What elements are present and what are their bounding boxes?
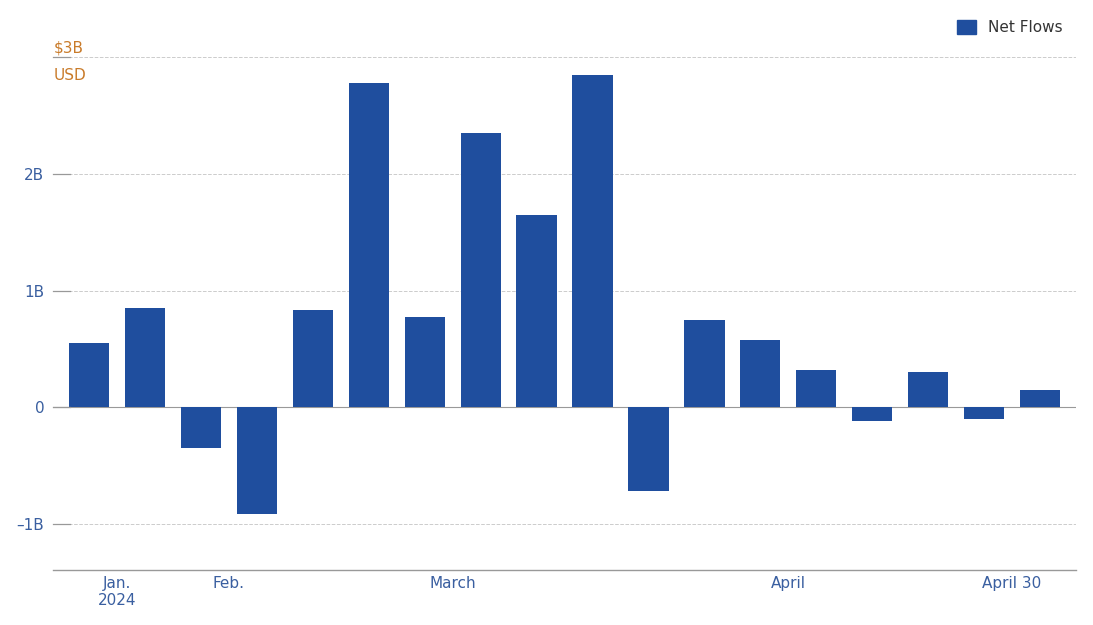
Bar <box>573 75 613 407</box>
Bar <box>125 308 165 407</box>
Bar <box>180 407 221 448</box>
Text: USD: USD <box>54 68 86 83</box>
Bar <box>796 370 836 407</box>
Bar <box>69 343 109 407</box>
Bar <box>684 320 725 407</box>
Bar <box>908 372 949 407</box>
Bar <box>1020 389 1060 407</box>
Bar <box>349 83 389 407</box>
Bar <box>628 407 669 491</box>
Bar <box>293 311 333 407</box>
Bar <box>404 318 445 407</box>
Bar <box>964 407 1004 419</box>
Bar <box>460 133 501 407</box>
Legend: Net Flows: Net Flows <box>951 14 1069 41</box>
Bar <box>516 215 556 407</box>
Text: $3B: $3B <box>54 40 84 55</box>
Bar <box>237 407 277 514</box>
Bar <box>853 407 892 421</box>
Bar <box>740 339 780 407</box>
